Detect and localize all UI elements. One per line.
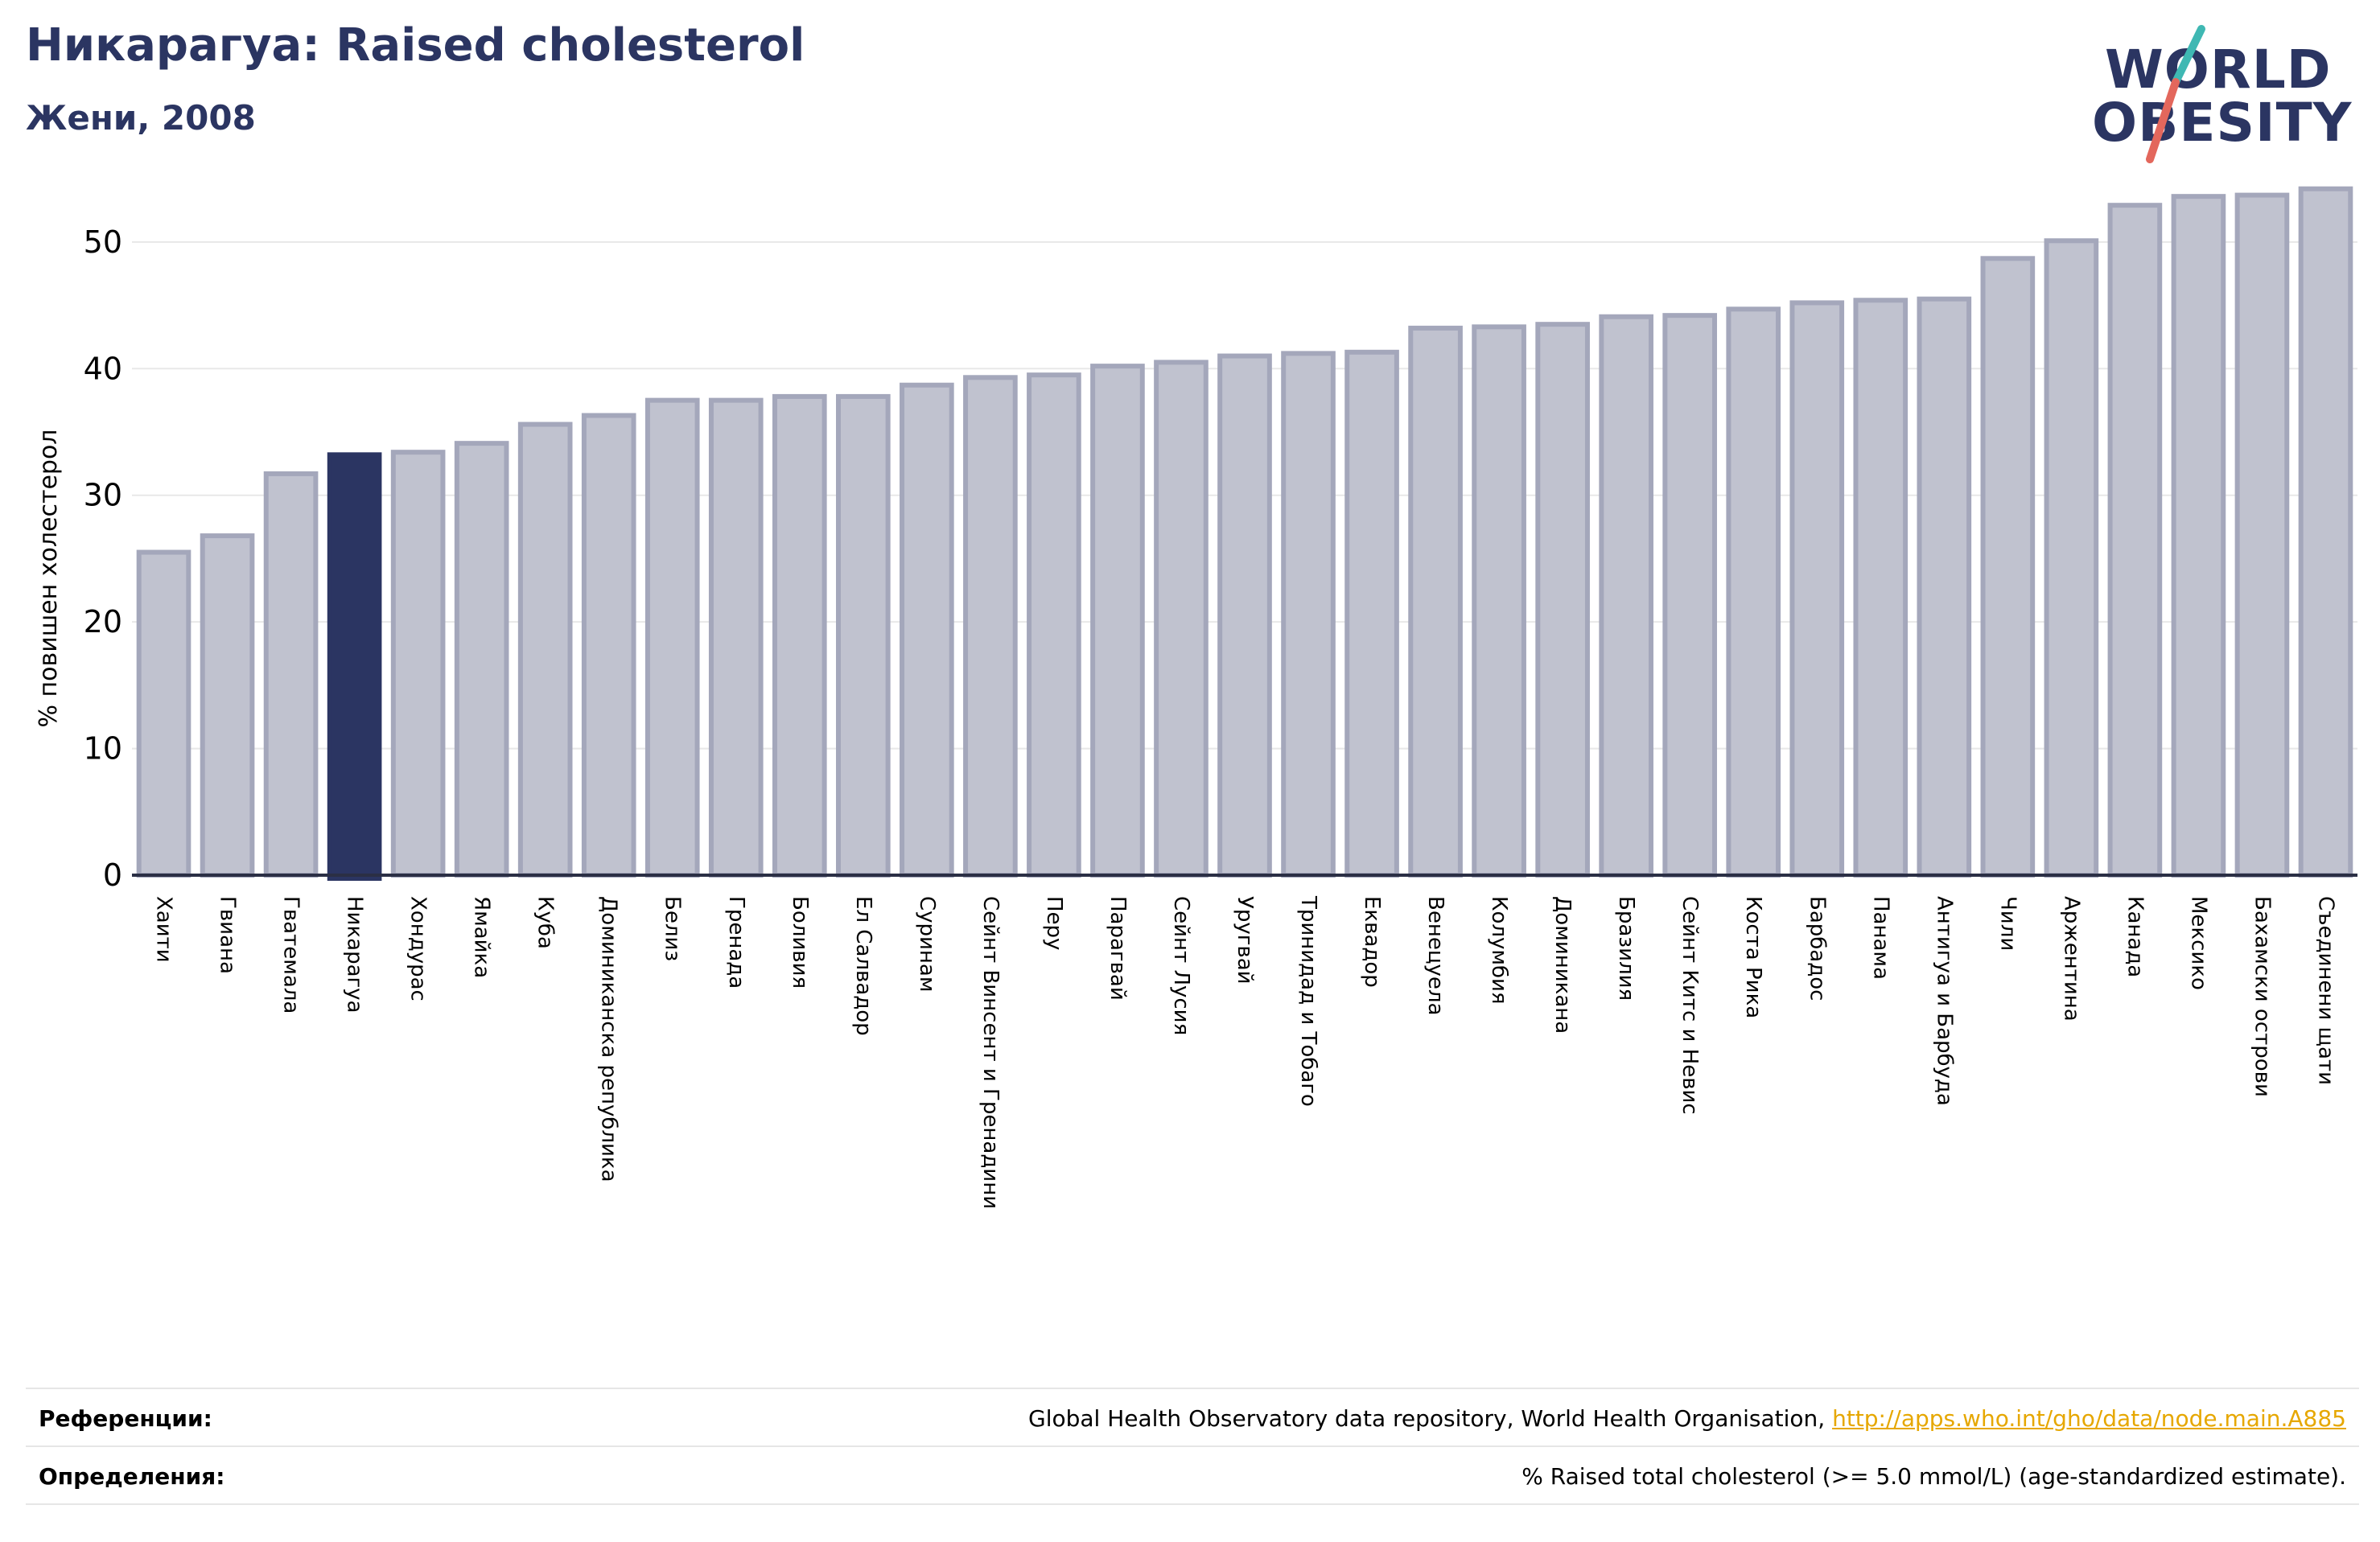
bar-30 [2044, 238, 2099, 878]
category-label: Хондурас [406, 896, 430, 1001]
category-label: Бахамски острови [2250, 896, 2274, 1097]
category-label: Перу [1042, 896, 1066, 950]
category-label: Аржентина [2059, 896, 2083, 1022]
category-label: Барбадос [1805, 896, 1829, 1001]
category-label: Венецуела [1423, 896, 1447, 1015]
bar-26 [1789, 300, 1845, 878]
bar-0 [136, 549, 191, 878]
category-label: Куба [533, 896, 558, 949]
bar-32 [2171, 194, 2226, 878]
bar-7 [581, 413, 636, 878]
category-label: Доминиканска република [597, 896, 621, 1182]
bar-34 [2298, 186, 2353, 878]
logo-word-world: WORLD [2105, 39, 2332, 101]
category-labels: Хаити Гвиана Гватемала Никарагуа Хондурас Яма… [152, 895, 2338, 1209]
bar-33 [2234, 192, 2290, 878]
references-label: Референции: [39, 1405, 212, 1432]
category-label: Ямайка [470, 896, 494, 978]
category-label: Гватемала [279, 896, 303, 1014]
y-axis-ticks: 0 10 20 30 40 50 [84, 224, 122, 893]
definitions-text: % Raised total cholesterol (>= 5.0 mmol/… [1521, 1463, 2346, 1490]
references-link[interactable]: http://apps.who.int/gho/data/node.main.A… [1832, 1405, 2346, 1432]
bar-17 [1217, 353, 1272, 878]
footer-references-row: Референции: Global Health Observatory da… [26, 1388, 2359, 1445]
y-tick-label: 0 [103, 857, 122, 893]
category-label: Ел Салвадор [851, 896, 875, 1036]
category-label: Бразилия [1614, 896, 1638, 1001]
bar-27 [1853, 298, 1909, 878]
bar-11 [836, 393, 891, 878]
world-obesity-logo: WORLD OBESITY [2092, 23, 2366, 167]
bar-6 [517, 421, 573, 878]
bar-21 [1472, 324, 1526, 878]
category-label: Сейнт Китс и Невис [1678, 896, 1702, 1115]
category-label: Тринидад и Тобаго [1296, 895, 1320, 1107]
bar-3 [327, 452, 382, 881]
references-text: Global Health Observatory data repositor… [1028, 1405, 1833, 1432]
category-label: Мексико [2186, 896, 2210, 990]
category-label: Гренада [724, 896, 748, 989]
category-label: Канада [2123, 896, 2147, 977]
category-label: Суринам [915, 896, 939, 993]
category-label: Сейнт Винсент и Гренадини [978, 896, 1003, 1209]
category-label: Панама [1868, 896, 1892, 980]
y-tick-label: 20 [84, 604, 122, 639]
category-label: Парагвай [1106, 896, 1130, 1001]
category-label: Чили [1995, 896, 2020, 951]
bar-5 [454, 441, 509, 878]
category-label: Гвиана [216, 896, 240, 974]
bar-24 [1662, 313, 1718, 878]
bar-2 [263, 471, 319, 878]
definitions-label: Определения: [39, 1463, 225, 1490]
category-label: Съединени щати [2313, 896, 2337, 1085]
bar-14 [1027, 372, 1081, 878]
bar-18 [1281, 351, 1336, 878]
y-axis-label: % повишен холестерол [35, 430, 63, 728]
category-label: Еквадор [1360, 896, 1384, 988]
y-tick-label: 10 [84, 731, 122, 767]
bar-15 [1090, 364, 1145, 878]
category-label: Доминикана [1550, 896, 1575, 1034]
bar-16 [1154, 360, 1209, 878]
bars [136, 186, 2353, 881]
category-label: Уругвай [1233, 896, 1257, 985]
category-label: Антигуа и Барбуда [1932, 896, 1956, 1106]
bar-4 [390, 450, 446, 878]
y-tick-label: 30 [84, 478, 122, 513]
bar-10 [772, 393, 827, 878]
bar-31 [2107, 203, 2163, 878]
logo-word-obesity: OBESITY [2092, 92, 2353, 154]
category-label: Хаити [152, 896, 176, 963]
category-label: Колумбия [1487, 896, 1511, 1005]
bar-19 [1344, 349, 1399, 878]
bar-chart: 0 10 20 30 40 50 % повишен холестерол Хаити Гв… [35, 186, 2357, 1209]
bar-8 [644, 397, 700, 878]
references-value: Global Health Observatory data repositor… [1028, 1405, 2346, 1432]
bar-20 [1408, 325, 1463, 878]
chart-subtitle: Жени, 2008 [26, 98, 256, 138]
bar-25 [1726, 306, 1781, 878]
bar-28 [1917, 296, 1972, 878]
category-label: Коста Рика [1741, 896, 1765, 1018]
bar-29 [1980, 256, 2036, 878]
category-label: Сейнт Лусия [1169, 896, 1193, 1035]
y-tick-label: 40 [84, 351, 122, 386]
category-label: Белиз [661, 896, 685, 961]
category-label: Никарагуа [343, 896, 367, 1014]
footer-definitions-row: Определения: % Raised total cholesterol … [26, 1445, 2359, 1505]
logo-slash-icon [2146, 25, 2205, 163]
bar-9 [708, 397, 764, 878]
bar-1 [200, 533, 255, 878]
category-label: Боливия [788, 896, 812, 989]
bar-23 [1599, 314, 1653, 878]
bar-22 [1535, 322, 1590, 878]
bar-13 [963, 375, 1018, 878]
chart-title: Никарагуа: Raised cholesterol [26, 19, 805, 72]
bar-12 [900, 382, 954, 878]
y-tick-label: 50 [84, 224, 122, 260]
